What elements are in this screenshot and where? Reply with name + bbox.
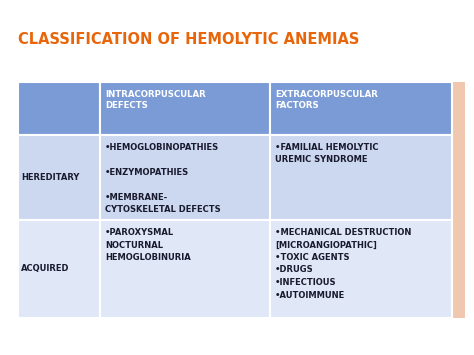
Bar [100, 135, 270, 220]
Bar [100, 82, 270, 135]
Bar [452, 82, 465, 318]
Bar [270, 82, 452, 135]
Bar [270, 135, 452, 220]
Bar [18, 82, 100, 135]
Text: HEREDITARY: HEREDITARY [21, 173, 79, 182]
Text: INTRACORPUSCULAR
DEFECTS: INTRACORPUSCULAR DEFECTS [105, 90, 206, 110]
Bar [270, 220, 452, 318]
Text: EXTRACORPUSCULAR
FACTORS: EXTRACORPUSCULAR FACTORS [275, 90, 378, 110]
Text: •HEMOGLOBINOPATHIES

•ENZYMOPATHIES

•MEMBRANE-
CYTOSKELETAL DEFECTS: •HEMOGLOBINOPATHIES •ENZYMOPATHIES •MEMB… [105, 143, 220, 214]
Text: •PAROXYSMAL
NOCTURNAL
HEMOGLOBINURIA: •PAROXYSMAL NOCTURNAL HEMOGLOBINURIA [105, 228, 191, 262]
Bar [18, 220, 100, 318]
Bar [100, 220, 270, 318]
Text: CLASSIFICATION OF HEMOLYTIC ANEMIAS: CLASSIFICATION OF HEMOLYTIC ANEMIAS [18, 32, 359, 47]
Text: •MECHANICAL DESTRUCTION
[MICROANGIOPATHIC]
•TOXIC AGENTS
•DRUGS
•INFECTIOUS
•AUT: •MECHANICAL DESTRUCTION [MICROANGIOPATHI… [275, 228, 411, 300]
Text: ACQUIRED: ACQUIRED [21, 264, 70, 273]
Text: •FAMILIAL HEMOLYTIC
UREMIC SYNDROME: •FAMILIAL HEMOLYTIC UREMIC SYNDROME [275, 143, 379, 164]
Bar [18, 135, 100, 220]
